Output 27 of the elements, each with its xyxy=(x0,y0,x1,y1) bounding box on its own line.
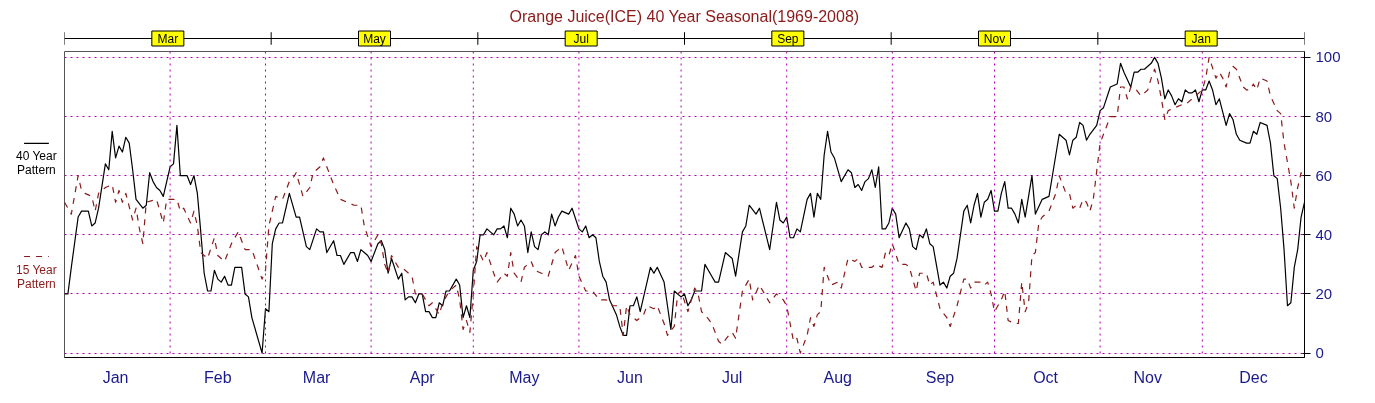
x-tick-label: Dec xyxy=(1239,368,1268,386)
x-tick-label: Oct xyxy=(1033,368,1059,386)
text: Jul xyxy=(573,31,589,46)
y-tick-label: 20 xyxy=(1315,284,1333,302)
text: Sep xyxy=(777,31,799,46)
text: Jan xyxy=(1191,31,1211,46)
x-tick-label: Aug xyxy=(823,368,853,386)
text: Nov xyxy=(983,31,1006,46)
y-tick-label: 40 xyxy=(1315,225,1333,243)
chart-title: Orange Juice(ICE) 40 Year Seasonal(1969-2008) xyxy=(509,7,860,25)
text: Mar xyxy=(157,31,179,46)
y-tick-label: 80 xyxy=(1315,107,1333,125)
x-tick-label: Jun xyxy=(617,368,643,386)
y-tick-label: 100 xyxy=(1315,48,1341,66)
x-tick-label: Jul xyxy=(721,368,743,386)
x-tick-label: Jan xyxy=(102,368,129,386)
legend-label: 15 Year Pattern xyxy=(16,262,57,291)
x-tick-label: Sep xyxy=(925,368,955,386)
x-tick-label: Apr xyxy=(409,368,436,386)
x-tick-label: Nov xyxy=(1133,368,1163,386)
x-tick-label: May xyxy=(509,368,540,386)
x-tick-label: Feb xyxy=(204,368,232,386)
x-tick-label: Mar xyxy=(302,368,332,386)
text: May xyxy=(363,31,386,46)
legend-label: 40 Year Pattern xyxy=(16,149,57,178)
y-tick-label: 0 xyxy=(1315,344,1324,362)
y-tick-label: 60 xyxy=(1315,166,1333,184)
